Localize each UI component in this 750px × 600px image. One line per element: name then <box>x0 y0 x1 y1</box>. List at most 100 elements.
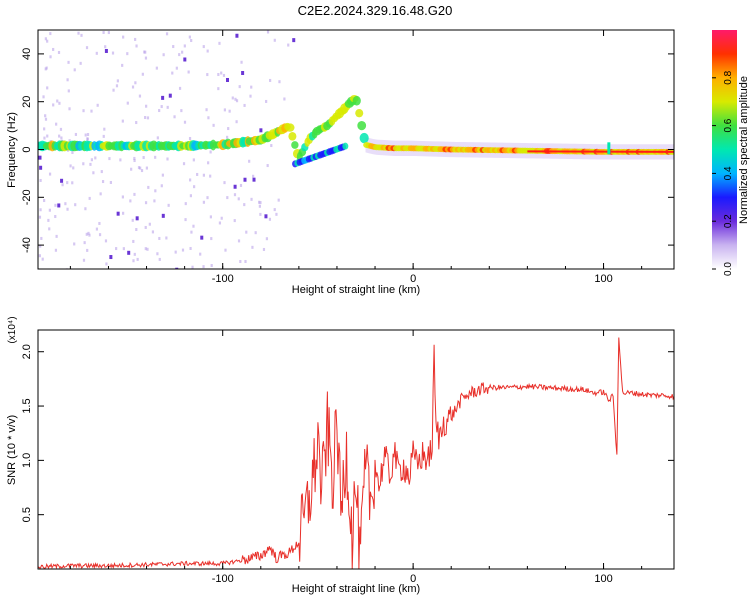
speckle-point <box>154 155 157 159</box>
snr-y-tick-label: 1.5 <box>21 398 33 413</box>
speckle-point <box>74 132 78 136</box>
speckle-point <box>217 73 220 77</box>
speckle-point <box>259 128 263 133</box>
speckle-point <box>115 247 118 251</box>
speckle-point <box>200 235 204 240</box>
speckle-point <box>226 196 229 200</box>
speckle-point <box>112 88 115 92</box>
speckle-point <box>122 35 125 39</box>
speckle-point <box>273 208 276 212</box>
speckle-point <box>249 94 252 98</box>
speckle-point <box>205 108 208 112</box>
speckle-point <box>88 196 91 200</box>
speckle-point <box>61 183 64 187</box>
speckle-point <box>39 208 42 212</box>
speckle-point <box>52 47 55 51</box>
speckle-point <box>190 230 193 234</box>
spectrogram-panel: -100 0 100 -40 -20 0 20 40 Height of straight l… <box>6 29 675 296</box>
speckle-point <box>192 158 195 162</box>
speckle-point <box>108 157 111 161</box>
speckle-point <box>57 50 61 54</box>
speckle-point <box>102 30 105 34</box>
speckle-point <box>94 156 97 160</box>
speckle-point <box>103 127 106 131</box>
spectrogram-y-tick-label: 0 <box>21 146 33 152</box>
speckle-point <box>47 218 50 222</box>
speckle-point <box>207 161 210 165</box>
ridge-mark <box>359 132 369 144</box>
speckle-point <box>158 109 161 113</box>
speckle-point <box>122 247 125 251</box>
speckle-point <box>218 41 221 45</box>
speckle-point <box>41 257 44 261</box>
speckle-point <box>60 136 63 140</box>
snr-y-axis-label: SNR (10 * v/v) <box>6 415 18 485</box>
spectrogram-y-tick-label: -20 <box>21 189 33 205</box>
speckle-point <box>278 80 281 84</box>
speckle-point <box>90 109 93 113</box>
speckle-point <box>148 222 151 226</box>
speckle-point <box>139 166 142 170</box>
speckle-point <box>105 262 108 266</box>
spectrogram-x-tick-label: -100 <box>212 273 234 285</box>
speckle-point <box>268 217 272 221</box>
speckle-point <box>86 137 89 141</box>
speckle-point <box>73 242 76 246</box>
speckle-point <box>220 216 223 220</box>
speckle-point <box>187 70 190 74</box>
speckle-point <box>243 203 246 207</box>
speckle-point <box>100 170 103 174</box>
speckle-point <box>173 115 176 119</box>
speckle-point <box>283 97 286 101</box>
speckle-point <box>48 172 52 176</box>
speckle-point <box>234 97 237 101</box>
speckle-point <box>135 216 139 221</box>
speckle-point <box>259 201 262 205</box>
speckle-point <box>144 56 148 60</box>
speckle-point <box>44 37 47 41</box>
speckle-point <box>55 122 58 126</box>
speckle-point <box>181 248 185 252</box>
speckle-point <box>38 215 42 219</box>
speckle-point <box>191 265 194 269</box>
speckle-point <box>162 53 165 57</box>
snr-multiplier: (x10⁴) <box>7 316 18 343</box>
colorbar-tick-label: 0.2 <box>723 214 734 228</box>
speckle-point <box>137 166 141 170</box>
speckle-point <box>184 202 187 206</box>
speckle-point <box>218 221 222 225</box>
speckle-point <box>248 159 251 163</box>
speckle-point <box>269 78 272 82</box>
speckle-point <box>158 236 161 240</box>
spectrogram-x-tick-label: 100 <box>594 273 612 285</box>
speckle-point <box>74 203 77 207</box>
speckle-point <box>98 233 102 237</box>
speckle-point <box>183 44 186 48</box>
speckle-point <box>172 45 175 49</box>
speckle-point <box>68 107 71 111</box>
speckle-point <box>96 103 99 107</box>
snr-frame <box>37 329 675 570</box>
speckle-point <box>231 96 234 100</box>
speckle-point <box>180 109 183 113</box>
speckle-point <box>226 77 230 82</box>
speckle-point <box>265 237 269 241</box>
speckle-point <box>38 254 41 258</box>
speckle-point <box>144 201 148 205</box>
spectrogram-y-tick-label: 20 <box>21 96 33 108</box>
speckle-point <box>66 207 69 211</box>
ridge-mark <box>355 108 364 118</box>
speckle-point <box>193 185 196 189</box>
ridge-mark <box>352 95 361 106</box>
speckle-point <box>239 183 243 187</box>
speckle-point <box>82 258 86 262</box>
speckle-point <box>240 60 243 64</box>
speckle-point <box>265 99 268 103</box>
speckle-point <box>135 44 138 48</box>
speckle-point <box>161 213 165 218</box>
speckle-point <box>224 248 227 252</box>
speckle-point <box>134 81 137 85</box>
speckle-point <box>188 136 192 140</box>
speckle-point <box>233 219 236 223</box>
